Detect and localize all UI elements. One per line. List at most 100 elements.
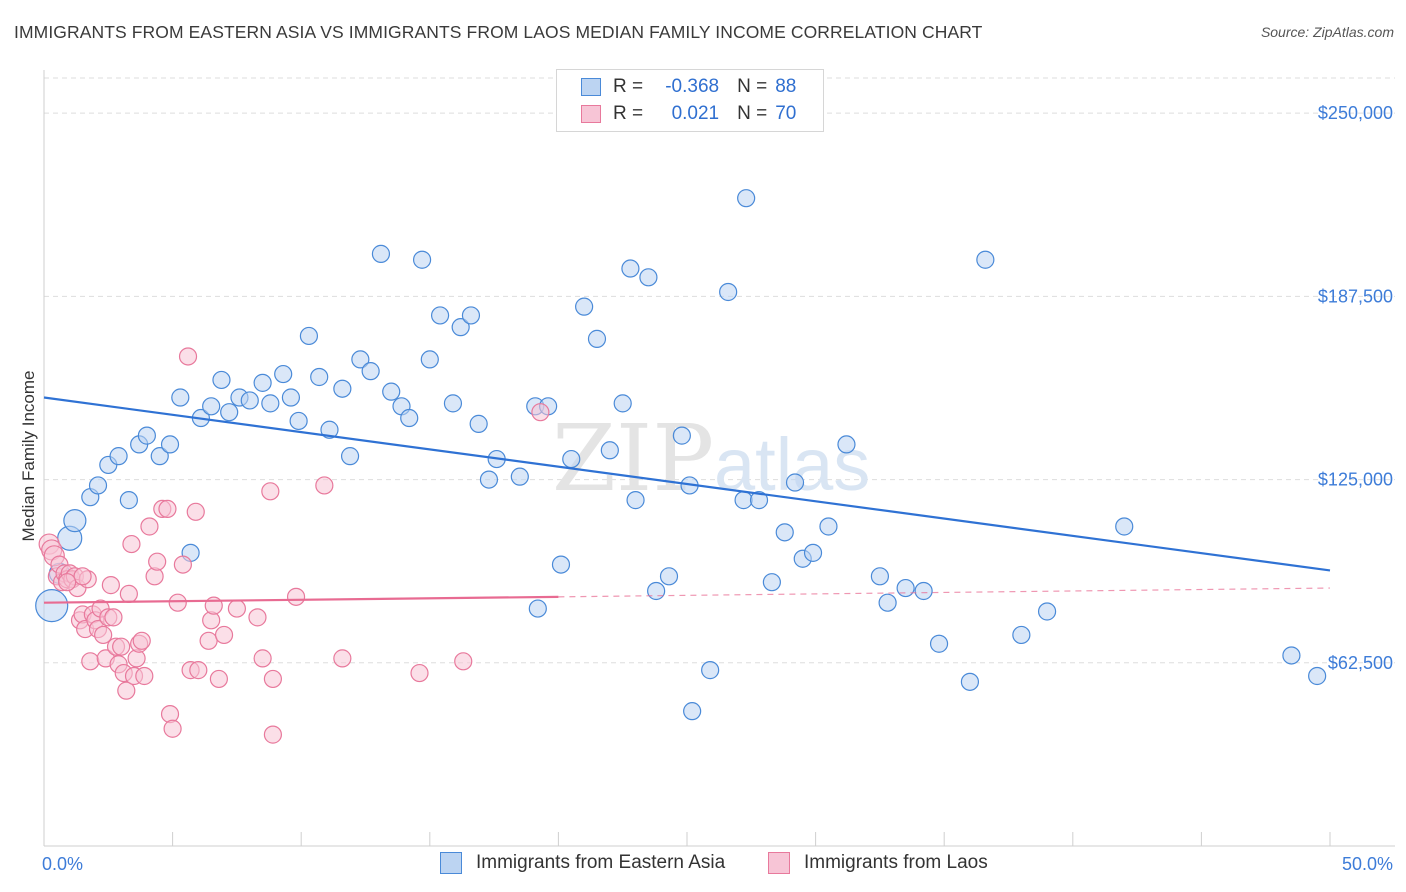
point-eastern-asia [587,329,607,348]
point-eastern-asia [976,250,995,269]
point-laos [248,608,267,627]
legend-swatch-blue [581,78,601,96]
point-eastern-asia [1308,666,1327,686]
point-eastern-asia [63,509,87,533]
point-laos [186,502,205,521]
point-eastern-asia [600,441,619,460]
point-eastern-asia [551,555,571,574]
point-eastern-asia [220,403,239,422]
point-eastern-asia [451,318,470,337]
point-eastern-asia [202,397,221,416]
point-laos [189,661,208,680]
legend-row-pink: R = 0.021 N = 70 [581,101,796,127]
point-laos [315,476,334,495]
point-laos [104,608,123,627]
point-laos [58,573,77,592]
point-eastern-asia [160,435,180,454]
point-laos [73,567,92,586]
point-eastern-asia [119,491,138,510]
source-credit: Source: ZipAtlas.com [1260,24,1394,40]
point-eastern-asia [400,408,419,428]
point-eastern-asia [137,426,156,445]
legend-n-label: N = [737,76,768,97]
point-eastern-asia [737,189,756,208]
axes [43,70,1395,847]
point-laos [410,663,429,683]
point-laos [227,599,246,618]
point-eastern-asia [333,379,352,398]
point-laos [173,555,192,574]
point-eastern-asia [613,394,632,413]
point-eastern-asia [960,672,980,691]
point-eastern-asia [299,326,319,346]
point-eastern-asia [528,599,547,618]
legend-row-blue: R = -0.368 N = 88 [581,74,796,100]
point-eastern-asia [749,491,769,510]
point-eastern-asia [775,523,794,542]
point-laos [263,725,283,744]
point-eastern-asia [420,350,439,369]
point-eastern-asia [253,373,272,392]
point-eastern-asia [575,297,594,316]
point-eastern-asia [310,367,329,387]
point-laos [101,576,120,595]
point-laos [168,593,187,612]
legend-r-label: R = [613,76,644,97]
point-laos [112,637,131,656]
trend-line-eastern-asia [43,396,1331,572]
point-eastern-asia [1282,646,1301,665]
point-laos [81,652,100,671]
legend-r-value-blue: -0.368 [665,76,720,97]
point-laos [132,631,151,650]
point-laos [531,403,550,422]
point-laos [122,534,141,554]
y-tick-label: $187,500 [1318,286,1393,306]
point-eastern-asia [621,259,640,278]
point-eastern-asia [672,426,691,445]
legend-n-value-pink: 70 [775,103,797,124]
point-eastern-asia [896,578,915,598]
series-legend-pink: Immigrants from Laos [768,852,988,874]
point-eastern-asia [659,567,679,586]
point-eastern-asia [837,435,856,454]
series-swatch-pink [768,852,790,874]
point-laos [158,499,177,519]
point-laos [261,482,280,501]
trend-line-laos [43,595,559,604]
point-eastern-asia [351,350,370,369]
point-laos [163,719,182,738]
point-eastern-asia [281,388,301,407]
series-label-blue: Immigrants from Eastern Asia [476,852,726,873]
correlation-legend: R = -0.368 N = 88 R = 0.021 N = 70 [556,69,824,132]
series-legend-blue: Immigrants from Eastern Asia [440,852,725,874]
point-eastern-asia [562,449,581,469]
point-laos [199,631,218,650]
point-eastern-asia [762,573,781,592]
point-eastern-asia [870,567,890,586]
point-eastern-asia [1012,625,1031,645]
series-swatch-blue [440,852,462,874]
point-eastern-asia [626,491,645,510]
data-points [35,189,1327,744]
point-eastern-asia [109,447,128,466]
point-eastern-asia [510,467,529,486]
x-tick-label-max: 50.0% [1342,854,1393,874]
point-eastern-asia [289,411,308,431]
point-eastern-asia [479,470,499,489]
point-eastern-asia [785,473,805,492]
point-laos [178,347,198,366]
point-eastern-asia [683,702,702,721]
watermark: ZIP atlas [552,405,870,512]
point-eastern-asia [647,581,666,601]
chart-title: IMMIGRANTS FROM EASTERN ASIA VS IMMIGRAN… [14,22,983,42]
y-tick-label: $62,500 [1328,653,1393,673]
y-tick-labels: $62,500 $125,000 $187,500 $250,000 [1318,103,1393,673]
point-eastern-asia [803,543,823,562]
point-laos [286,587,306,606]
legend-n-value-blue: 88 [775,76,797,97]
point-laos [263,669,283,689]
y-axis-label: Median Family Income [19,370,38,541]
point-eastern-asia [1115,517,1134,536]
legend-r-value-pink: 0.021 [671,103,720,124]
point-eastern-asia [1037,602,1057,621]
